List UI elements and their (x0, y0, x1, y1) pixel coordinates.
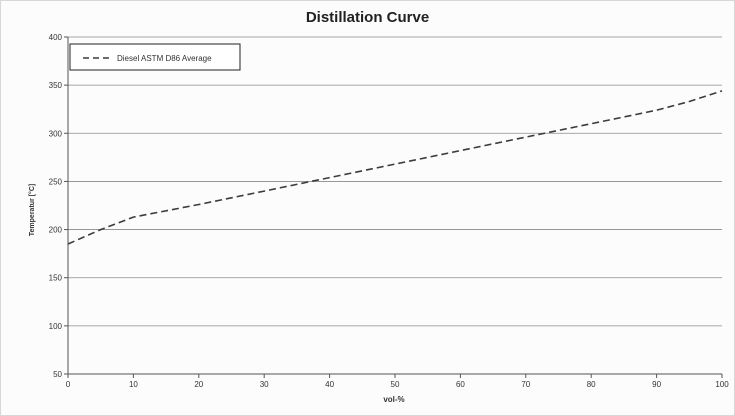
legend-series-label: Diesel ASTM D86 Average (117, 54, 212, 63)
legend-box (69, 43, 241, 71)
x-tick-label: 20 (194, 380, 203, 389)
chart-title: Distillation Curve (305, 9, 430, 26)
y-tick-label: 250 (49, 177, 63, 186)
axes (64, 36, 723, 378)
y-tick-label: 150 (49, 274, 63, 283)
y-tick-label: 100 (49, 322, 63, 331)
x-tick-label: 40 (325, 380, 334, 389)
x-tick-labels: 0 10 20 30 40 50 60 70 80 90 100 (66, 380, 729, 389)
x-tick-label: 0 (66, 380, 71, 389)
legend: Diesel ASTM D86 Average (69, 43, 241, 71)
x-tick-label: 30 (260, 380, 269, 389)
y-tick-label: 200 (49, 226, 63, 235)
x-tick-label: 70 (521, 380, 530, 389)
x-tick-label: 50 (391, 380, 400, 389)
y-tick-label: 50 (53, 370, 62, 379)
y-tick-label: 400 (49, 33, 63, 42)
x-tick-label: 10 (129, 380, 138, 389)
y-axis-label: Temperatur [°C] (28, 184, 36, 236)
y-tick-label: 300 (49, 129, 63, 138)
series-line-0 (67, 90, 723, 245)
y-tick-labels: 50 100 150 200 250 300 350 400 (49, 33, 63, 379)
x-tick-label: 90 (652, 380, 661, 389)
series-layer (67, 90, 723, 245)
x-axis-label: vol-% (383, 395, 404, 404)
grid-lines (68, 36, 722, 327)
x-tick-label: 100 (715, 380, 729, 389)
x-tick-label: 60 (456, 380, 465, 389)
y-tick-label: 350 (49, 81, 63, 90)
x-tick-label: 80 (587, 380, 596, 389)
